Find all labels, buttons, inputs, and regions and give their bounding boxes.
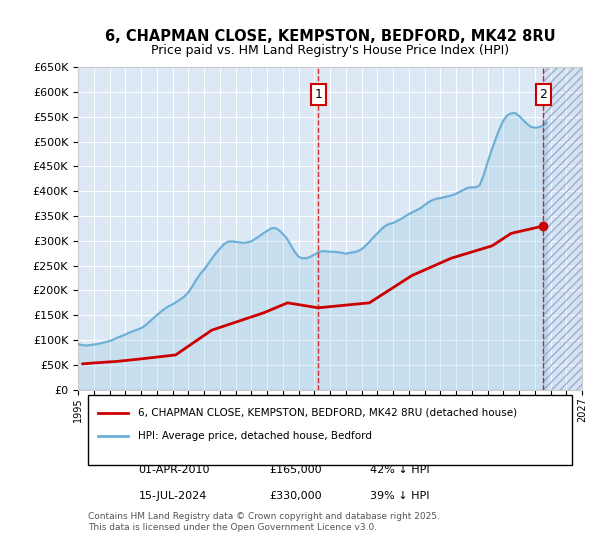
Text: 39% ↓ HPI: 39% ↓ HPI — [370, 491, 430, 501]
Text: 1: 1 — [314, 88, 322, 101]
Text: 1: 1 — [0, 559, 1, 560]
Text: 2: 2 — [539, 88, 547, 101]
Text: 2: 2 — [0, 559, 1, 560]
FancyBboxPatch shape — [88, 395, 572, 464]
Text: 6, CHAPMAN CLOSE, KEMPSTON, BEDFORD, MK42 8RU (detached house): 6, CHAPMAN CLOSE, KEMPSTON, BEDFORD, MK4… — [139, 408, 518, 418]
Text: Price paid vs. HM Land Registry's House Price Index (HPI): Price paid vs. HM Land Registry's House … — [151, 44, 509, 57]
Text: 15-JUL-2024: 15-JUL-2024 — [139, 491, 207, 501]
Text: £165,000: £165,000 — [269, 465, 322, 475]
Text: £330,000: £330,000 — [269, 491, 322, 501]
Text: Contains HM Land Registry data © Crown copyright and database right 2025.
This d: Contains HM Land Registry data © Crown c… — [88, 512, 440, 532]
Text: HPI: Average price, detached house, Bedford: HPI: Average price, detached house, Bedf… — [139, 431, 373, 441]
Text: 01-APR-2010: 01-APR-2010 — [139, 465, 210, 475]
Text: 42% ↓ HPI: 42% ↓ HPI — [370, 465, 430, 475]
Text: 6, CHAPMAN CLOSE, KEMPSTON, BEDFORD, MK42 8RU: 6, CHAPMAN CLOSE, KEMPSTON, BEDFORD, MK4… — [104, 29, 556, 44]
